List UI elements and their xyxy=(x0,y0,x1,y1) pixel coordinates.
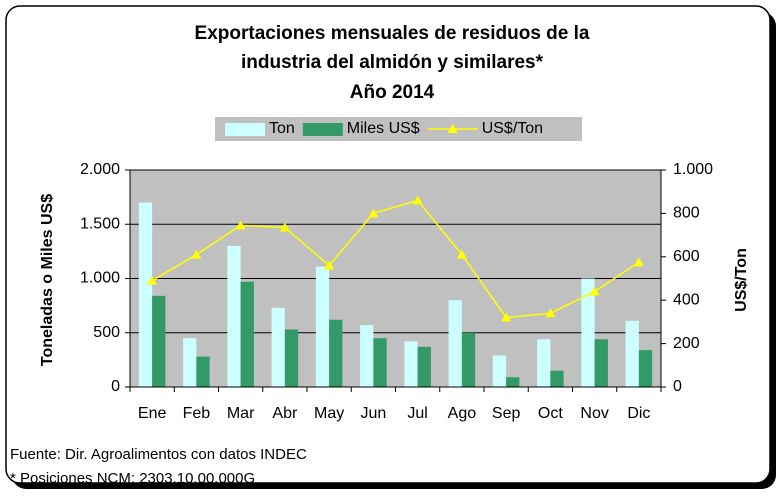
y-tick-label: 1.500 xyxy=(80,215,120,232)
legend-label: Ton xyxy=(269,120,295,137)
bar xyxy=(240,281,254,387)
y2-axis-label: US$/Ton xyxy=(733,248,750,312)
bar xyxy=(594,339,608,387)
x-tick-label: Mar xyxy=(227,405,255,422)
chart-title: Exportaciones mensuales de residuos de l… xyxy=(195,23,590,44)
chart-subtitle: Año 2014 xyxy=(350,82,435,103)
bar xyxy=(196,356,210,387)
x-tick-label: Feb xyxy=(183,405,211,422)
bar xyxy=(360,325,374,387)
bar xyxy=(550,370,564,387)
bar xyxy=(315,266,330,387)
marker xyxy=(324,260,335,270)
marker xyxy=(235,220,246,230)
x-tick-label: Sep xyxy=(492,405,521,422)
bar xyxy=(417,346,431,387)
x-tick-label: Abr xyxy=(272,405,298,422)
legend-marker xyxy=(447,124,458,133)
bar xyxy=(373,338,387,387)
y2-tick-label: 600 xyxy=(673,248,700,265)
bar xyxy=(638,350,653,387)
y-tick-label: 0 xyxy=(111,378,120,395)
line xyxy=(151,199,640,319)
y2-tick-label: 400 xyxy=(673,291,700,308)
bar xyxy=(183,338,197,387)
bar xyxy=(329,319,343,387)
marker xyxy=(412,195,423,205)
bar xyxy=(461,332,476,387)
marker xyxy=(279,222,290,232)
bar xyxy=(492,355,507,387)
x-tick-label: Dic xyxy=(627,405,650,422)
note: * Posiciones NCM: 2303.10.00.000G xyxy=(10,470,255,487)
legend-swatch xyxy=(225,123,265,136)
y-axis-label: Toneladas o Miles US$ xyxy=(39,194,56,366)
x-tick-label: Oct xyxy=(538,405,563,422)
x-tick-label: May xyxy=(314,405,344,422)
x-tick-label: Ago xyxy=(448,405,477,422)
y2-tick-label: 800 xyxy=(673,205,700,222)
marker xyxy=(147,275,158,285)
legend xyxy=(215,117,582,141)
marker xyxy=(501,312,512,322)
marker xyxy=(191,249,202,259)
marker xyxy=(545,308,556,318)
marker xyxy=(368,208,379,218)
chart-title: industria del almidón y similares* xyxy=(241,52,544,73)
y2-tick-label: 200 xyxy=(673,335,700,352)
y-tick-label: 500 xyxy=(93,324,120,341)
x-tick-label: Ene xyxy=(138,405,167,422)
x-tick-label: Jul xyxy=(407,405,427,422)
note: Fuente: Dir. Agroalimentos con datos IND… xyxy=(10,446,307,463)
y-tick-label: 1.000 xyxy=(80,270,120,287)
y-tick-label: 2.000 xyxy=(80,161,120,178)
marker xyxy=(633,257,644,267)
bar xyxy=(138,202,153,387)
legend-swatch xyxy=(302,123,343,136)
x-tick-label: Jun xyxy=(360,405,386,422)
marker xyxy=(589,286,600,296)
legend-label: Miles US$ xyxy=(347,120,420,137)
bar xyxy=(404,341,418,387)
y2-tick-label: 0 xyxy=(673,378,682,395)
bar xyxy=(284,329,299,387)
bar xyxy=(537,339,551,387)
bar xyxy=(227,245,241,387)
bar xyxy=(271,307,285,387)
bar xyxy=(581,278,595,387)
x-tick-label: Nov xyxy=(580,405,608,422)
marker xyxy=(456,249,467,259)
bar xyxy=(152,295,166,387)
y2-tick-label: 1.000 xyxy=(673,161,713,178)
legend-label: US$/Ton xyxy=(482,120,543,137)
bar xyxy=(506,377,520,387)
bar xyxy=(448,300,462,387)
bar xyxy=(625,320,639,387)
